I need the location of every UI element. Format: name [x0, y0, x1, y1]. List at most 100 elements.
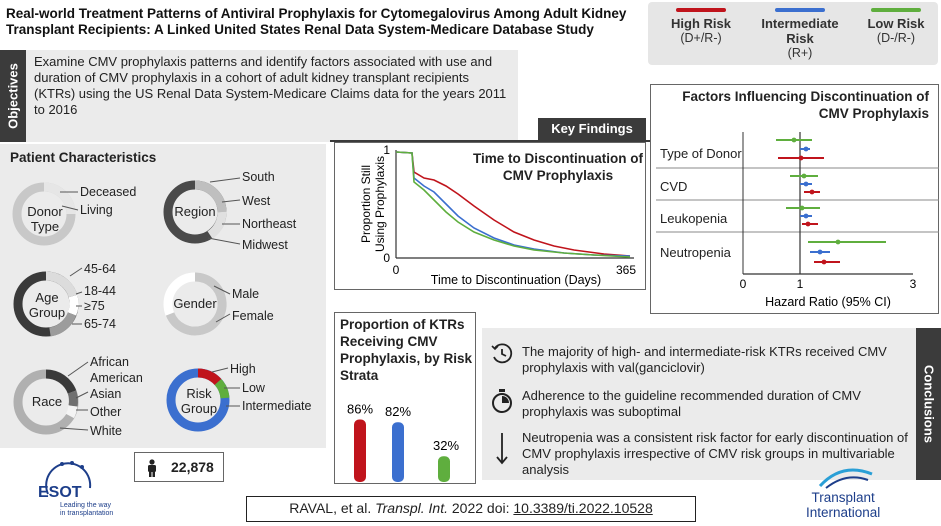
forest-title: Factors Influencing Discontinuation of C… [682, 89, 929, 121]
age-group-label: Age Group [28, 290, 66, 320]
citation-year: 2022 doi: [448, 500, 514, 516]
ttd-xlabel: Time to Discontinuation (Days) [431, 273, 601, 287]
cat-high: High [230, 362, 256, 376]
cat-west: West [242, 194, 271, 208]
cat-18-44: 18-44 [84, 284, 116, 298]
ttd-curve-high [395, 151, 631, 257]
forest-row-neutropenia: Neutropenia [660, 245, 731, 260]
donor-type-donut [12, 182, 79, 246]
patient-donuts [12, 177, 241, 435]
legend-intermediate-risk: Intermediate Risk (R+) [748, 8, 852, 61]
bar-label-intermediate: 82% [385, 404, 411, 419]
objectives-tab-label: Objectives [5, 63, 21, 129]
clock-history-icon [491, 343, 513, 364]
page-title: Real-world Treatment Patterns of Antivir… [6, 6, 627, 37]
ttd-panel [334, 142, 646, 290]
cat-south: South [242, 170, 275, 184]
legend-label: Intermediate Risk [761, 16, 839, 46]
risk-group-donut [166, 367, 240, 432]
donor-type-label: Donor Type [27, 204, 63, 234]
forest-xtick-0: 0 [740, 277, 747, 291]
legend-swatch-low [871, 8, 921, 12]
gender-label: Gender [173, 296, 217, 311]
citation: RAVAL, et al. Transpl. Int. 2022 doi: 10… [246, 496, 696, 522]
ttd-chart: 1 0 0 365 Time to Discontinuation (Days)… [359, 143, 636, 287]
age-group-donut [13, 267, 83, 337]
ttd-xtick-0: 0 [393, 263, 400, 277]
cat-female: Female [232, 309, 274, 323]
cat-african: African [90, 355, 129, 369]
bar-label-low: 32% [433, 438, 459, 453]
objectives-tab: Objectives [0, 50, 26, 142]
person-icon [148, 459, 156, 477]
region-label: Region [174, 204, 216, 219]
cat-male: Male [232, 287, 260, 301]
ttd-ytick-0: 0 [383, 251, 390, 265]
risk-group-label: Risk Group [180, 386, 218, 416]
citation-journal: Transpl. Int. [375, 500, 448, 516]
forest-row-cvd: CVD [660, 179, 688, 194]
key-findings-tab: Key Findings [538, 118, 646, 140]
conclusion-3: Neutropenia was a consistent risk factor… [522, 430, 908, 477]
key-findings-divider [330, 140, 650, 142]
ttd-curve-low [395, 151, 631, 258]
transplant-international-logo-text: Transplant International [806, 490, 881, 520]
proportion-title: Proportion of KTRs Receiving CMV Prophyl… [340, 317, 473, 383]
cat-northeast: Northeast [242, 217, 297, 231]
patient-characteristics-title: Patient Characteristics [10, 150, 157, 165]
region-donut [163, 177, 241, 245]
proportion-chart: 86% 82% 32% [347, 402, 459, 482]
conclusions-tab: Conclusions [916, 328, 941, 480]
patient-characteristics-panel [0, 144, 326, 448]
cat-living: Living [80, 203, 113, 217]
legend-swatch-intermediate [775, 8, 825, 12]
legend-high-risk: High Risk (D+/R-) [656, 8, 746, 46]
legend-sub: (D+/R-) [680, 31, 722, 45]
bar-label-high: 86% [347, 402, 373, 417]
transplant-international-logo-icon [818, 468, 873, 489]
legend-label: Low Risk [867, 16, 925, 31]
cat-low: Low [242, 381, 265, 395]
ttd-ylabel-2: Using Prophylaxis [373, 156, 387, 252]
down-arrow-icon [496, 433, 508, 465]
bar-high-risk [354, 419, 366, 482]
stopwatch-icon [492, 389, 512, 413]
cat-intermediate: Intermediate [242, 399, 312, 413]
cat-asian: Asian [90, 387, 122, 401]
race-label: Race [31, 394, 63, 409]
cat-45-64: 45-64 [84, 262, 116, 276]
esot-logo-text: ESOT [38, 484, 82, 501]
conclusions-tab-label: Conclusions [921, 364, 936, 444]
gender-donut [163, 272, 231, 336]
ttd-curve-intermediate [395, 151, 631, 257]
forest-row-leukopenia: Leukopenia [660, 211, 728, 226]
esot-tagline: Leading the way in transplantation [60, 502, 114, 517]
cat-deceased: Deceased [80, 185, 137, 199]
conclusion-2: Adherence to the guideline recommended d… [522, 388, 861, 419]
patient-count: 22,878 [171, 459, 214, 475]
forest-panel [650, 84, 939, 314]
legend-swatch-high [676, 8, 726, 12]
ttd-ytick-1: 1 [383, 143, 390, 157]
race-donut [13, 361, 89, 435]
forest-row-donor: Type of Donor [660, 146, 742, 161]
cat-american: American [90, 371, 143, 385]
citation-authors: RAVAL, et al. [289, 500, 376, 516]
ttd-title: Time to Discontinuation of CMV Prophylax… [473, 151, 643, 183]
risk-legend: High Risk (D+/R-) Intermediate Risk (R+)… [648, 2, 938, 65]
cat-other: Other [90, 405, 122, 419]
conclusions-box [482, 328, 916, 480]
cat-white: White [90, 424, 122, 438]
conclusion-1: The majority of high- and intermediate-r… [522, 344, 887, 375]
legend-sub: (D-/R-) [876, 31, 916, 45]
ttd-ylabel-1: Proportion Still [359, 165, 373, 243]
cat-65-74: 65-74 [84, 317, 116, 331]
bar-intermediate-risk [392, 422, 404, 482]
cat-75-plus: ≥75 [84, 299, 105, 313]
citation-doi-link[interactable]: 10.3389/ti.2022.10528 [513, 500, 653, 516]
patient-count-box: 22,878 [134, 452, 224, 482]
forest-xlabel: Hazard Ratio (95% CI) [765, 295, 891, 309]
forest-chart: 0 1 3 Hazard Ratio (95% CI) [656, 132, 939, 309]
forest-xtick-3: 3 [910, 277, 917, 291]
bar-low-risk [438, 456, 450, 482]
